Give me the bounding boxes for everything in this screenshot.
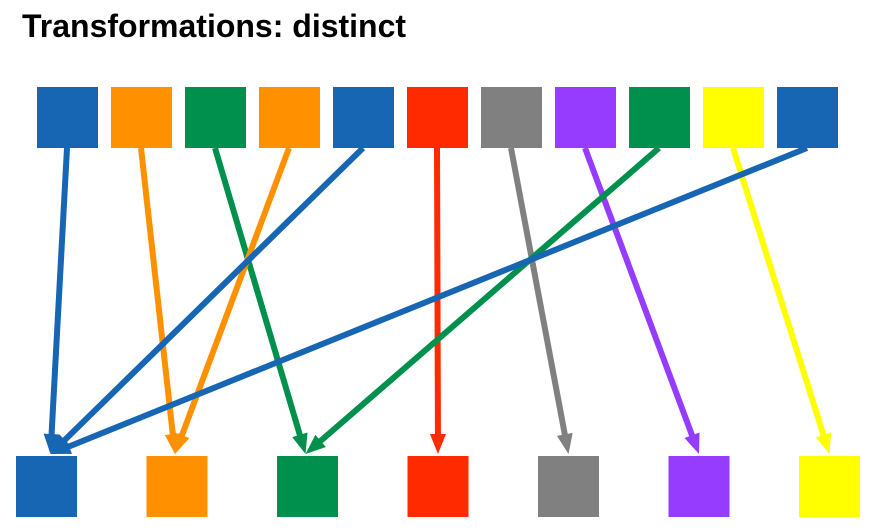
arrow-head-purple: [684, 432, 700, 454]
arrow-head-blue: [50, 434, 71, 454]
input-box-yellow: [703, 87, 764, 148]
arrow-line-yellow: [730, 147, 827, 438]
arrow-line-blue: [61, 145, 366, 444]
input-box-gray: [481, 87, 542, 148]
arrow-head-blue: [43, 433, 60, 454]
arrow-line-green: [317, 145, 661, 445]
arrow-line-orange: [178, 146, 292, 439]
page-title: Transformations: distinct: [22, 8, 407, 44]
arrow-line-orange: [138, 147, 176, 437]
arrow-head-blue: [50, 439, 73, 454]
input-box-blue: [37, 87, 98, 148]
input-box-blue: [777, 87, 838, 148]
arrow-head-green: [305, 434, 326, 454]
arrow-head-green: [292, 432, 308, 454]
input-box-purple: [555, 87, 616, 148]
output-box-gray: [538, 456, 599, 517]
input-box-orange: [111, 87, 172, 148]
input-box-green: [629, 87, 690, 148]
arrow-head-gray: [556, 432, 573, 454]
input-box-orange: [259, 87, 320, 148]
input-box-blue: [333, 87, 394, 148]
arrow-head-orange: [174, 432, 190, 454]
arrow-head-yellow: [815, 432, 832, 454]
input-box-red: [407, 87, 468, 148]
output-box-purple: [668, 456, 730, 517]
arrow-layer: [43, 145, 832, 454]
output-box-yellow: [799, 456, 860, 517]
arrow-line-gray: [508, 147, 569, 437]
arrow-line-blue: [48, 147, 70, 437]
output-box-green: [277, 456, 338, 517]
output-box-red: [407, 456, 469, 517]
arrow-line-green: [212, 147, 304, 438]
output-box-orange: [146, 456, 208, 517]
arrow-line-red: [434, 147, 441, 437]
arrow-head-red: [429, 433, 446, 454]
arrow-line-blue: [66, 145, 809, 451]
arrow-line-purple: [582, 146, 696, 439]
box-layer: [16, 87, 860, 517]
input-box-green: [185, 87, 246, 148]
output-box-blue: [16, 456, 77, 517]
